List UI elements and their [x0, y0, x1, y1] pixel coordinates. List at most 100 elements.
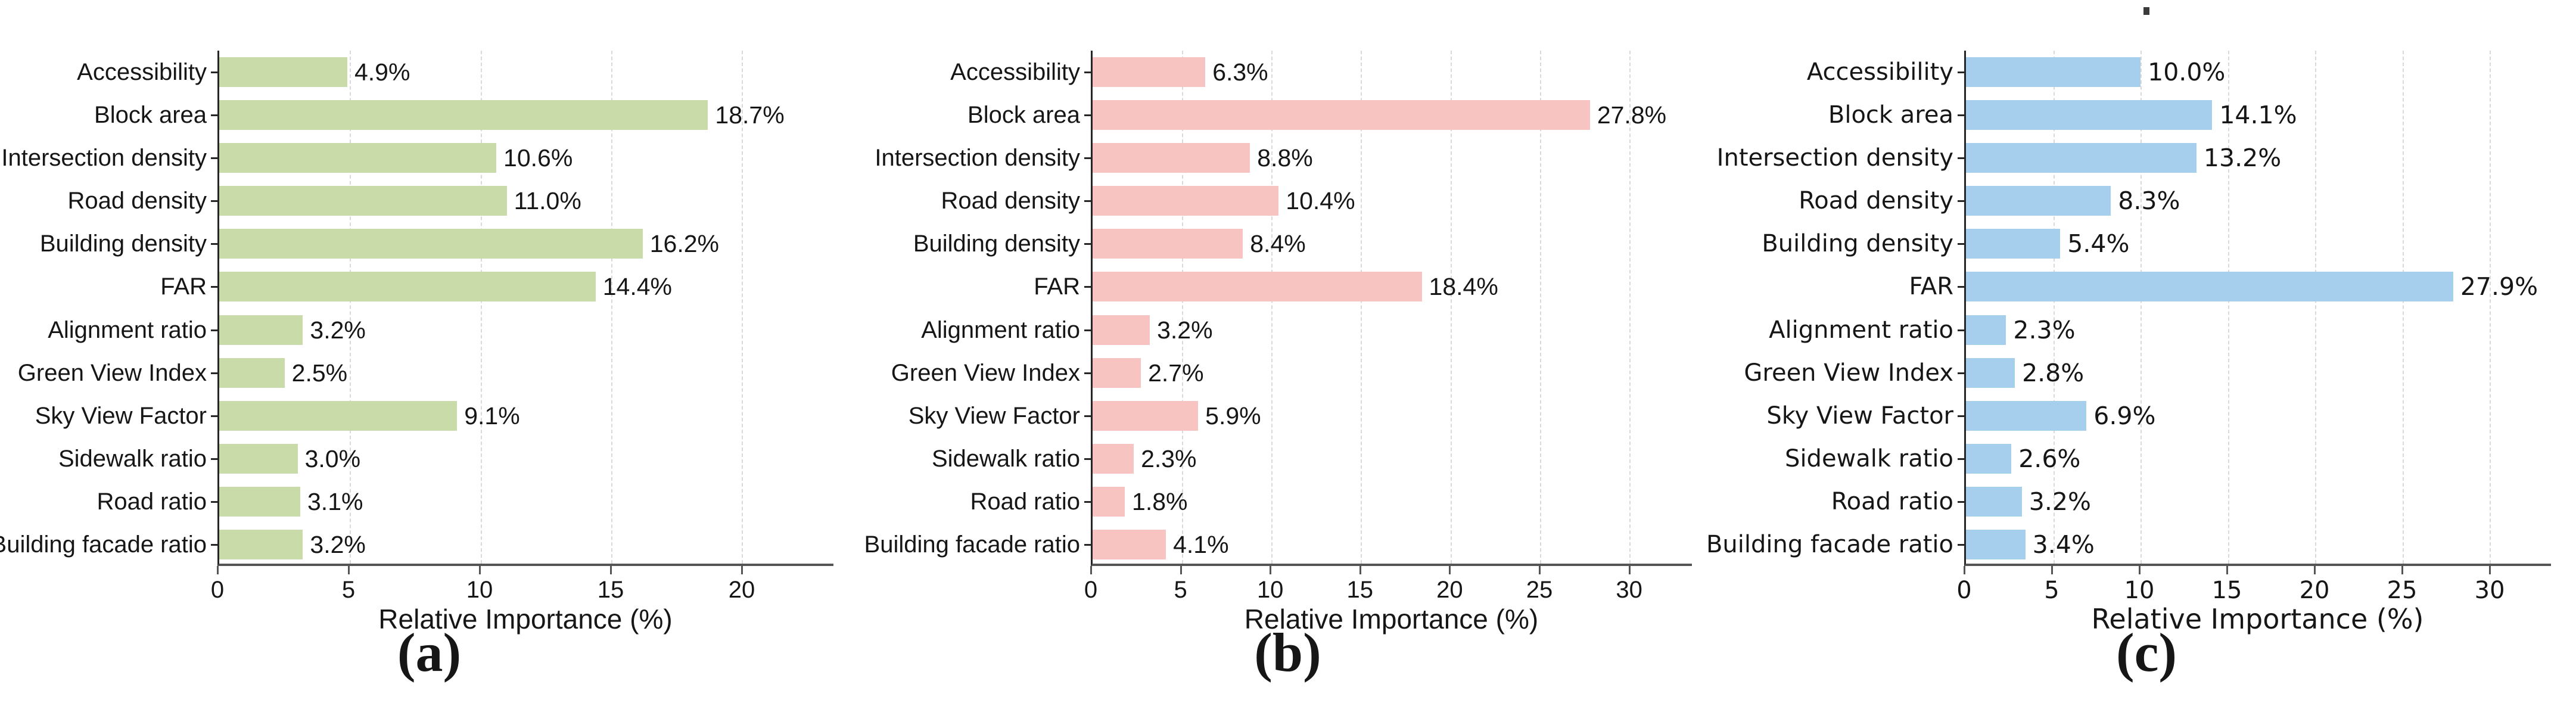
y-tick-mark [1084, 543, 1091, 546]
bar-value-label: 8.8% [1257, 144, 1313, 172]
y-tick-mark [1958, 329, 1964, 331]
y-tick-mark [1084, 458, 1091, 460]
category-label: Building density [1762, 230, 1953, 258]
y-tick-mark [1958, 157, 1964, 160]
bar-value-label: 2.3% [1141, 444, 1197, 472]
bar-value-label: 10.0% [2148, 58, 2226, 87]
bar-b-7 [1093, 357, 1141, 388]
y-tick-mark [1084, 243, 1091, 245]
category-label: FAR [1034, 273, 1080, 300]
bar-value-label: 2.8% [2022, 358, 2085, 387]
bar-a-10 [219, 486, 300, 517]
bar-value-label: 11.0% [514, 187, 581, 215]
x-tick-mark [741, 566, 743, 574]
y-tick-mark [1084, 372, 1091, 374]
category-label: FAR [160, 273, 207, 300]
y-tick-mark [211, 372, 217, 374]
y-tick-mark [1958, 543, 1964, 546]
x-tick-mark [1628, 566, 1631, 574]
y-tick-mark [211, 329, 217, 331]
bar-c-5 [1966, 272, 2453, 302]
x-tick-label: 10 [466, 577, 493, 603]
category-label: Building density [39, 231, 207, 257]
bar-value-label: 3.2% [2029, 487, 2091, 516]
y-tick-mark [1958, 200, 1964, 203]
bar-value-label: 3.1% [307, 487, 363, 515]
category-label: Road ratio [97, 488, 207, 515]
bar-a-9 [219, 443, 298, 474]
bar-b-9 [1093, 443, 1134, 474]
bar-c-3 [1966, 186, 2111, 216]
category-label: Road ratio [1831, 487, 1953, 515]
y-tick-mark [1084, 71, 1091, 74]
y-tick-mark [1084, 329, 1091, 331]
gridline-5 [1182, 51, 1184, 564]
x-tick-label: 20 [728, 577, 755, 603]
x-tick-mark [1180, 566, 1182, 574]
x-tick-label: 15 [597, 577, 624, 603]
y-tick-mark [211, 500, 217, 503]
gridline-20 [2315, 51, 2317, 564]
chart-panel-a: 4.9% 18.7% 10.6% 11.0% 16.2% 14.4% 3.2% 2.5% 9.1… [0, 0, 858, 709]
gridline-15 [2227, 51, 2229, 564]
y-tick-mark [211, 415, 217, 417]
y-tick-mark [1958, 372, 1964, 374]
x-tick-label: 30 [1616, 577, 1642, 603]
bar-value-label: 6.3% [1212, 58, 1268, 86]
category-label: Block area [967, 102, 1080, 129]
plot-area-c: 10.0% 14.1% 13.2% 8.3% 5.4% 27.9% 2.3% 2.8% 6.9%… [1964, 51, 2551, 566]
y-tick-mark [211, 286, 217, 288]
bar-value-label: 8.4% [1250, 230, 1306, 258]
panel-caption-c: (c) [2115, 622, 2177, 683]
category-label: Green View Index [1744, 359, 1953, 387]
category-label: Road density [1799, 187, 1953, 215]
bar-c-8 [1966, 400, 2087, 431]
category-label: Building facade ratio [864, 531, 1080, 558]
x-tick-label: 20 [1436, 577, 1463, 603]
chart-panel-b: 6.3% 27.8% 8.8% 10.4% 8.4% 18.4% 3.2% 2.7% 5.9% 2… [858, 0, 1717, 709]
gridline-10 [2141, 51, 2142, 564]
x-tick-mark [610, 566, 612, 574]
bar-value-label: 8.3% [2118, 186, 2180, 216]
bar-a-11 [219, 529, 303, 559]
bar-c-7 [1966, 357, 2015, 388]
y-tick-mark [211, 243, 217, 245]
bar-b-2 [1093, 143, 1250, 173]
bar-value-label: 16.2% [649, 230, 719, 258]
x-tick-label: 0 [1956, 577, 1972, 604]
bar-value-label: 3.2% [310, 316, 366, 344]
x-tick-mark [1964, 566, 1965, 574]
y-tick-mark [211, 200, 217, 203]
bar-value-label: 2.3% [2013, 315, 2076, 344]
bar-value-label: 3.2% [1157, 316, 1213, 344]
category-label: Sky View Factor [908, 402, 1080, 429]
category-label: Intersection density [1, 145, 207, 172]
bar-a-2 [219, 143, 497, 173]
bar-value-label: 9.1% [464, 402, 520, 430]
x-tick-mark [2401, 566, 2404, 574]
x-axis-label: Relative Importance (%) [1244, 604, 1539, 635]
y-tick-mark [1084, 200, 1091, 203]
bar-c-0 [1966, 57, 2141, 88]
bar-a-7 [219, 357, 285, 388]
x-tick-mark [1270, 566, 1272, 574]
x-tick-label: 5 [2044, 577, 2059, 604]
bar-c-2 [1966, 143, 2197, 173]
bar-b-1 [1093, 100, 1590, 130]
bar-value-label: 6.9% [2093, 401, 2156, 430]
bar-value-label: 18.7% [715, 101, 785, 129]
category-label: Sidewalk ratio [931, 445, 1080, 472]
category-label: Alignment ratio [1769, 316, 1953, 344]
bar-c-9 [1966, 443, 2012, 474]
gridline-20 [742, 51, 743, 564]
bar-value-label: 10.6% [503, 144, 573, 172]
bar-value-label: 4.9% [354, 58, 410, 86]
x-tick-label: 5 [341, 577, 356, 603]
category-label: Intersection density [1716, 144, 1953, 172]
gridline-15 [611, 51, 613, 564]
y-tick-mark [211, 71, 217, 74]
category-label: Block area [1828, 101, 1953, 129]
x-tick-label: 30 [2474, 577, 2505, 604]
y-tick-mark [1958, 71, 1964, 74]
